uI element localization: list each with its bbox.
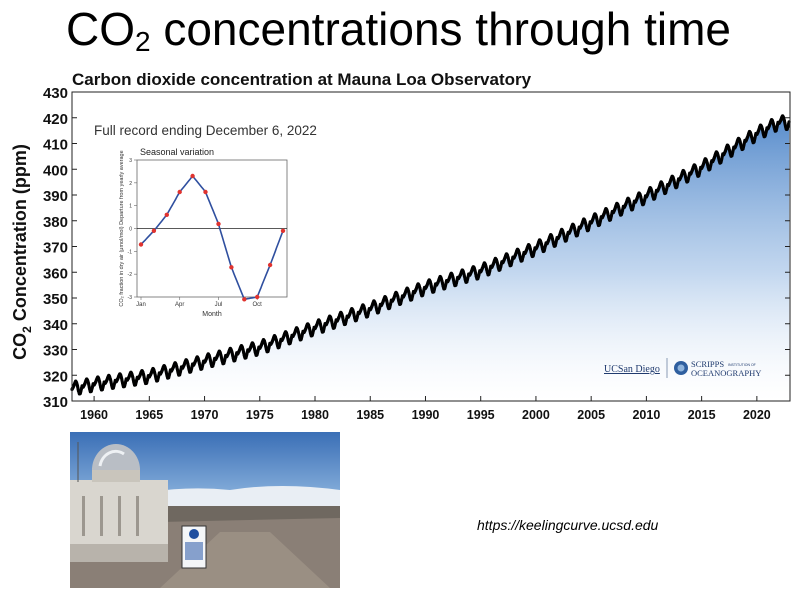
- x-tick-label: 2010: [632, 408, 660, 422]
- scripps-logo-line1: SCRIPPS: [691, 359, 724, 369]
- slide-title: CO2 concentrations through time: [0, 6, 797, 56]
- title-rest: concentrations through time: [150, 3, 731, 55]
- keeling-curve-chart: Carbon dioxide concentration at Mauna Lo…: [10, 70, 791, 422]
- inset-data-point: [203, 189, 208, 195]
- y-tick-label: 420: [43, 111, 68, 128]
- inset-data-point: [280, 228, 286, 233]
- sign-text-block: [185, 542, 203, 560]
- y-tick-label: 340: [43, 317, 68, 334]
- chart-title: Carbon dioxide concentration at Mauna Lo…: [72, 70, 532, 89]
- y-tick-label: 410: [43, 137, 68, 154]
- y-tick-label: 370: [43, 240, 68, 257]
- inset-data-point: [164, 212, 169, 217]
- inset-y-tick-label: -2: [128, 272, 133, 278]
- y-tick-label: 360: [43, 265, 68, 282]
- x-tick-label: 1970: [191, 408, 219, 422]
- x-tick-label: 2005: [577, 408, 605, 422]
- title-co: CO: [65, 3, 135, 55]
- inset-data-point: [267, 262, 273, 268]
- inset-data-point: [229, 265, 234, 270]
- inset-data-point: [151, 228, 157, 233]
- inset-data-point: [216, 221, 221, 227]
- inset-data-point: [255, 294, 260, 300]
- inset-data-point: [190, 173, 195, 179]
- inset-y-tick-label: -1: [128, 249, 133, 255]
- y-tick-label: 400: [43, 162, 68, 179]
- inset-y-tick-label: 2: [129, 181, 132, 187]
- inset-y-tick-label: 0: [129, 227, 132, 233]
- inset-data-point: [242, 297, 247, 302]
- y-tick-label: 430: [43, 85, 68, 102]
- inset-y-tick-label: -3: [128, 295, 133, 301]
- inset-x-tick-label: Jul: [215, 302, 223, 308]
- x-tick-label: 1975: [246, 408, 274, 422]
- keeling-curve-url[interactable]: https://keelingcurve.ucsd.edu: [477, 517, 659, 533]
- seasonal-inset: Seasonal variation -3 -2 -1 0 1 2 3 Jan Apr Jul Oct…: [119, 147, 288, 318]
- main-plot-area: 3103203303403503603703803904004104204301…: [43, 85, 791, 422]
- mauna-loa-observatory-photo: [70, 432, 340, 588]
- y-tick-label: 310: [43, 394, 68, 411]
- inset-y-axis-label: CO₂ fraction in dry air (μmol/mol) Depar…: [119, 150, 125, 306]
- y-axis-label-sub: 2: [20, 326, 34, 333]
- co2-area-fill: [72, 115, 790, 402]
- y-axis-label-co: CO: [10, 333, 30, 360]
- y-axis-label-rest: Concentration (ppm): [10, 144, 30, 326]
- inset-x-tick-label: Oct: [253, 302, 263, 308]
- inset-title: Seasonal variation: [140, 147, 214, 157]
- y-tick-label: 350: [43, 291, 68, 308]
- inset-y-tick-label: 1: [129, 204, 132, 210]
- building-shadow: [70, 544, 168, 562]
- telescope-dome: [92, 444, 140, 470]
- gravel-path: [160, 532, 330, 588]
- x-tick-label: 1960: [80, 408, 108, 422]
- x-tick-label: 2000: [522, 408, 550, 422]
- y-tick-label: 390: [43, 188, 68, 205]
- inset-y-tick-label: 3: [129, 158, 132, 164]
- scripps-logo-small: INSTITUTION OF: [728, 363, 756, 367]
- building-vents: [82, 496, 139, 536]
- x-tick-label: 1965: [135, 408, 163, 422]
- inset-data-point: [138, 242, 144, 247]
- institution-logos: UCSan Diego SCRIPPS INSTITUTION OF OCEAN…: [604, 358, 761, 378]
- x-tick-label: 2015: [688, 408, 716, 422]
- inset-seasonal-line: [140, 175, 284, 301]
- y-axis-label: CO2 Concentration (ppm): [10, 144, 34, 360]
- x-tick-label: 2020: [743, 408, 771, 422]
- inset-x-axis-label: Month: [202, 311, 222, 318]
- x-tick-label: 1985: [356, 408, 384, 422]
- noaa-logo-icon: [189, 529, 199, 539]
- dome-highlight: [98, 449, 125, 467]
- y-tick-label: 320: [43, 368, 68, 385]
- chart-subtitle: Full record ending December 6, 2022: [94, 123, 317, 138]
- scripps-seal-inner-icon: [677, 364, 685, 372]
- x-tick-label: 1990: [412, 408, 440, 422]
- ucsd-logo-text: UCSan Diego: [604, 364, 660, 375]
- y-tick-label: 330: [43, 343, 68, 360]
- co2-series-points: [70, 114, 791, 396]
- y-tick-label: 380: [43, 214, 68, 231]
- inset-data-point: [177, 189, 182, 195]
- scripps-logo-line2: OCEANOGRAPHY: [691, 368, 761, 378]
- inset-x-tick-label: Apr: [175, 302, 184, 308]
- x-tick-label: 1995: [467, 408, 495, 422]
- inset-x-tick-label: Jan: [136, 302, 146, 308]
- dome-base: [92, 468, 140, 482]
- x-tick-label: 1980: [301, 408, 329, 422]
- title-subscript: 2: [134, 26, 151, 57]
